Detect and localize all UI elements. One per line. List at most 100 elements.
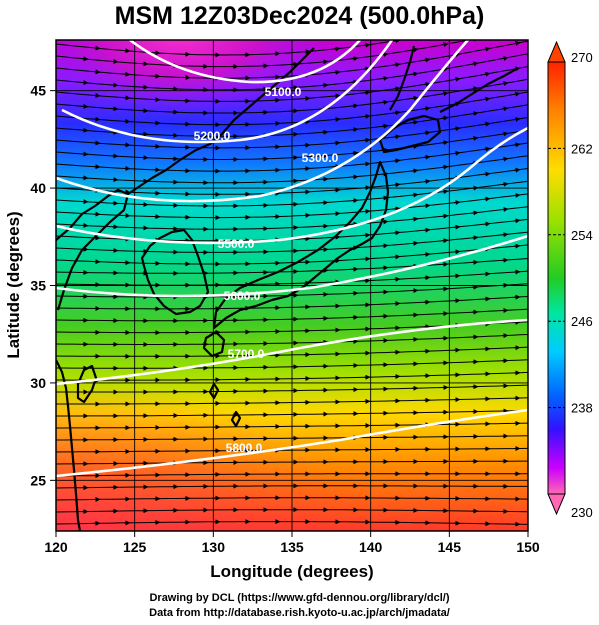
height-contour [129,40,361,84]
contour-labels: 5100.0 5200.0 5300.0 5500.0 5600.0 5700.0 5800… [194,85,339,455]
x-tick-label: 150 [516,539,540,555]
wind-arrow [513,142,521,148]
x-tick-label: 130 [202,539,226,555]
wind-arrow [363,42,371,48]
streamline [56,66,528,102]
streamline [56,270,528,286]
wind-arrow [411,216,419,222]
colorbar-max-label: 270 [571,50,593,65]
wind-arrow [513,91,521,97]
wind-arrow [483,171,491,177]
colorbar-tick-label: 238 [571,401,593,416]
streamline [56,40,404,56]
wind-arrow [423,203,431,209]
wind-arrow [321,59,329,65]
wind-arrow [423,251,431,257]
wind-arrow [381,219,389,225]
warm-region [56,380,356,531]
wind-arrow [501,131,509,137]
wind-arrow [381,99,389,105]
wind-arrow [381,195,389,201]
height-contours [56,40,528,478]
wind-arrow [363,137,371,143]
colorbar-tick-label: 246 [571,314,593,329]
wind-arrow [363,90,371,96]
y-tick-label: 30 [30,375,46,391]
wind-arrow [471,111,479,117]
height-contour [56,408,528,478]
height-contour [61,40,394,144]
wind-arrow [333,69,341,75]
wind-arrow [453,76,461,82]
wind-arrow [333,140,341,146]
coastline-segment [208,382,220,400]
wind-arrow [501,55,509,61]
streamline [56,244,528,265]
streamline [56,142,528,172]
wind-arrow [501,81,509,87]
wind-arrow [483,71,491,77]
wind-arrow [423,81,431,87]
colorbar-min-label: 230 [571,505,593,520]
wind-arrow [441,140,449,146]
credits-drawing: Drawing by DCL (https://www.gfd-dennou.o… [149,592,450,604]
page-title: MSM 12Z03Dec2024 (500.0hPa) [114,2,485,30]
wind-arrow [411,119,419,125]
wind-arrow [411,192,419,198]
wind-arrow [411,71,419,77]
wind-arrow [483,146,491,152]
y-axis-ticks: 25 30 35 40 45 [30,83,56,488]
wind-arrow [441,115,449,121]
wind-arrow [363,113,371,119]
wind-arrow [333,93,341,99]
wind-arrow [393,134,401,140]
wind-arrow [393,206,401,212]
wind-arrow [423,179,431,184]
streamline [56,91,528,126]
wind-arrow [381,123,389,129]
wind-arrow [423,154,431,160]
wind-arrow [441,91,449,97]
colorbar-ticks: 262 254 246 238 [548,141,593,416]
x-axis-ticks: 120 125 130 135 140 145 150 [44,531,540,555]
wind-arrow [471,235,479,241]
wind-arrow [393,86,401,92]
colorbar-bar [547,61,566,495]
wind-arrow [81,80,89,86]
wind-arrow [81,56,89,62]
contour-label: 5500.0 [218,237,255,251]
streamline [56,168,528,195]
x-tick-label: 135 [280,539,304,555]
wind-arrow [393,230,401,236]
streamline [56,129,528,160]
contour-label: 5300.0 [302,151,339,165]
streamline [56,283,528,298]
streamline [56,308,528,322]
wind-arrow [411,240,419,246]
colorbar-min-arrow [547,493,566,516]
contour-label: 5600.0 [224,289,261,303]
wind-arrow [441,238,449,244]
height-contour [56,126,528,245]
streamline [56,180,528,207]
wind-arrow [483,121,491,127]
wind-arrow [363,161,371,167]
contour-label: 5800.0 [226,441,263,455]
x-axis-label: Longitude (degrees) [210,562,373,581]
wind-arrow [471,135,479,141]
streamline [56,296,528,310]
colorbar-max-arrow [547,40,566,63]
y-tick-label: 25 [30,472,46,488]
contour-label: 5200.0 [194,129,231,143]
wind-arrow [501,207,509,212]
wind-arrow [441,189,449,195]
streamline [56,521,528,525]
wind-arrow [484,23,490,24]
coastline-segment [439,67,519,113]
height-contour [56,234,528,298]
x-tick-label: 125 [123,539,147,555]
wind-arrow [423,106,431,112]
wind-arrow [513,116,521,122]
height-contour [56,40,469,203]
